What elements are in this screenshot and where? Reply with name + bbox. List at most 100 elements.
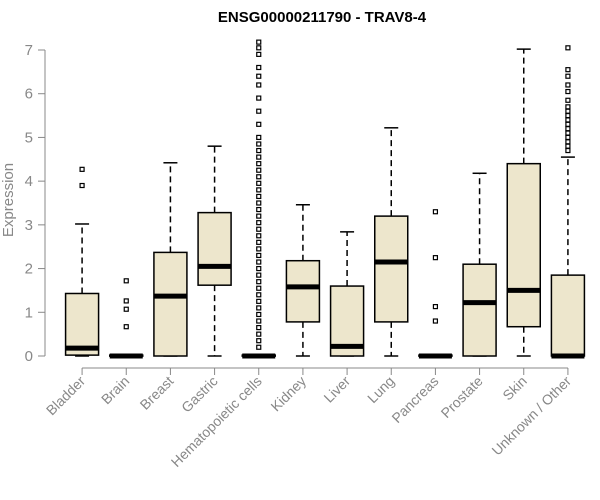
outlier-point: [565, 121, 571, 127]
outlier-point: [256, 233, 262, 239]
outlier-point: [432, 318, 439, 324]
outlier-point: [565, 139, 571, 145]
box-group: [374, 127, 409, 357]
outlier-point: [256, 252, 262, 259]
box-group: [109, 278, 144, 359]
x-tick-label: Skin: [499, 373, 530, 404]
box-group: [506, 48, 541, 357]
outlier-point: [123, 324, 129, 330]
outlier-point: [256, 95, 262, 101]
outlier-point: [256, 265, 262, 272]
outlier-point: [123, 298, 129, 304]
chart-title: ENSG00000211790 - TRAV8-4: [218, 9, 427, 26]
outlier-point: [79, 182, 85, 189]
outlier-point: [123, 278, 129, 284]
outlier-point: [565, 67, 571, 73]
outlier-point: [565, 134, 571, 141]
outlier-point: [256, 167, 262, 173]
y-tick-label: 7: [25, 42, 33, 59]
outlier-point: [256, 213, 262, 219]
iqr-box: [153, 251, 188, 357]
box-group: [64, 166, 100, 357]
x-tick-label: Prostate: [438, 373, 486, 421]
iqr-box: [285, 259, 321, 323]
boxes-group: [64, 39, 586, 359]
x-tick-label: Brain: [98, 373, 132, 407]
outlier-point: [256, 82, 262, 88]
y-tick-label: 4: [25, 173, 33, 190]
iqr-box: [64, 292, 100, 356]
box-group: [329, 231, 365, 357]
outlier-point: [565, 108, 571, 114]
x-tick-label: Unknown / Other: [488, 373, 574, 459]
outlier-point: [256, 193, 262, 200]
outlier-point: [256, 51, 262, 57]
box-group: [462, 172, 497, 357]
y-tick-label: 5: [25, 129, 33, 146]
iqr-box: [550, 274, 586, 357]
outlier-point: [256, 141, 262, 147]
x-tick-label: Liver: [320, 373, 353, 406]
outlier-point: [565, 45, 571, 51]
outlier-point: [256, 331, 262, 337]
y-tick-label: 3: [25, 217, 33, 234]
outlier-point: [565, 104, 571, 110]
outlier-point: [79, 166, 85, 172]
y-axis: 0 1 2 3 4 5 6 7: [25, 42, 46, 365]
y-axis-label: Expression: [0, 163, 17, 237]
box-group: [241, 39, 276, 359]
outlier-point: [565, 117, 571, 123]
iqr-box: [197, 211, 232, 286]
outlier-point: [256, 134, 262, 141]
x-tick-label: Kidney: [267, 373, 309, 415]
outlier-point: [256, 73, 262, 79]
outlier-point: [565, 73, 571, 79]
outlier-point: [256, 239, 262, 245]
x-tick-label: Pancreas: [388, 373, 441, 426]
outlier-point: [256, 39, 262, 45]
outlier-point: [256, 147, 262, 154]
outlier-point: [256, 220, 262, 226]
outlier-point: [256, 206, 262, 213]
outlier-point: [565, 112, 571, 119]
x-tick-label: Gastric: [178, 373, 221, 416]
outlier-point: [565, 126, 571, 132]
outlier-point: [256, 272, 262, 278]
outlier-point: [565, 130, 571, 136]
outlier-point: [256, 187, 262, 193]
iqr-box: [506, 162, 541, 328]
outlier-point: [256, 200, 262, 206]
outlier-point: [256, 305, 262, 311]
box-group: [153, 162, 188, 357]
outlier-point: [256, 180, 262, 186]
box-group: [550, 45, 586, 359]
outlier-point: [256, 161, 262, 167]
x-tick-label: Bladder: [43, 373, 89, 419]
outlier-point: [256, 226, 262, 232]
box-group: [285, 203, 321, 357]
y-tick-label: 1: [25, 304, 33, 321]
outlier-point: [256, 344, 262, 350]
outlier-point: [256, 338, 262, 344]
x-tick-label: Breast: [137, 373, 177, 413]
outlier-point: [123, 306, 129, 312]
outlier-point: [256, 108, 262, 114]
outlier-point: [565, 147, 571, 154]
y-tick-label: 2: [25, 261, 33, 278]
y-tick-label: 6: [25, 86, 33, 103]
outlier-point: [565, 88, 571, 95]
outlier-point: [565, 143, 571, 149]
outlier-point: [256, 292, 262, 298]
outlier-point: [432, 304, 439, 310]
box-group: [418, 209, 453, 359]
outlier-point: [256, 324, 262, 331]
outlier-point: [256, 298, 262, 304]
y-tick-label: 0: [25, 348, 33, 365]
outlier-point: [256, 318, 262, 324]
iqr-box: [462, 263, 497, 357]
outlier-point: [256, 311, 262, 318]
outlier-point: [565, 82, 571, 88]
box-group: [197, 145, 232, 357]
